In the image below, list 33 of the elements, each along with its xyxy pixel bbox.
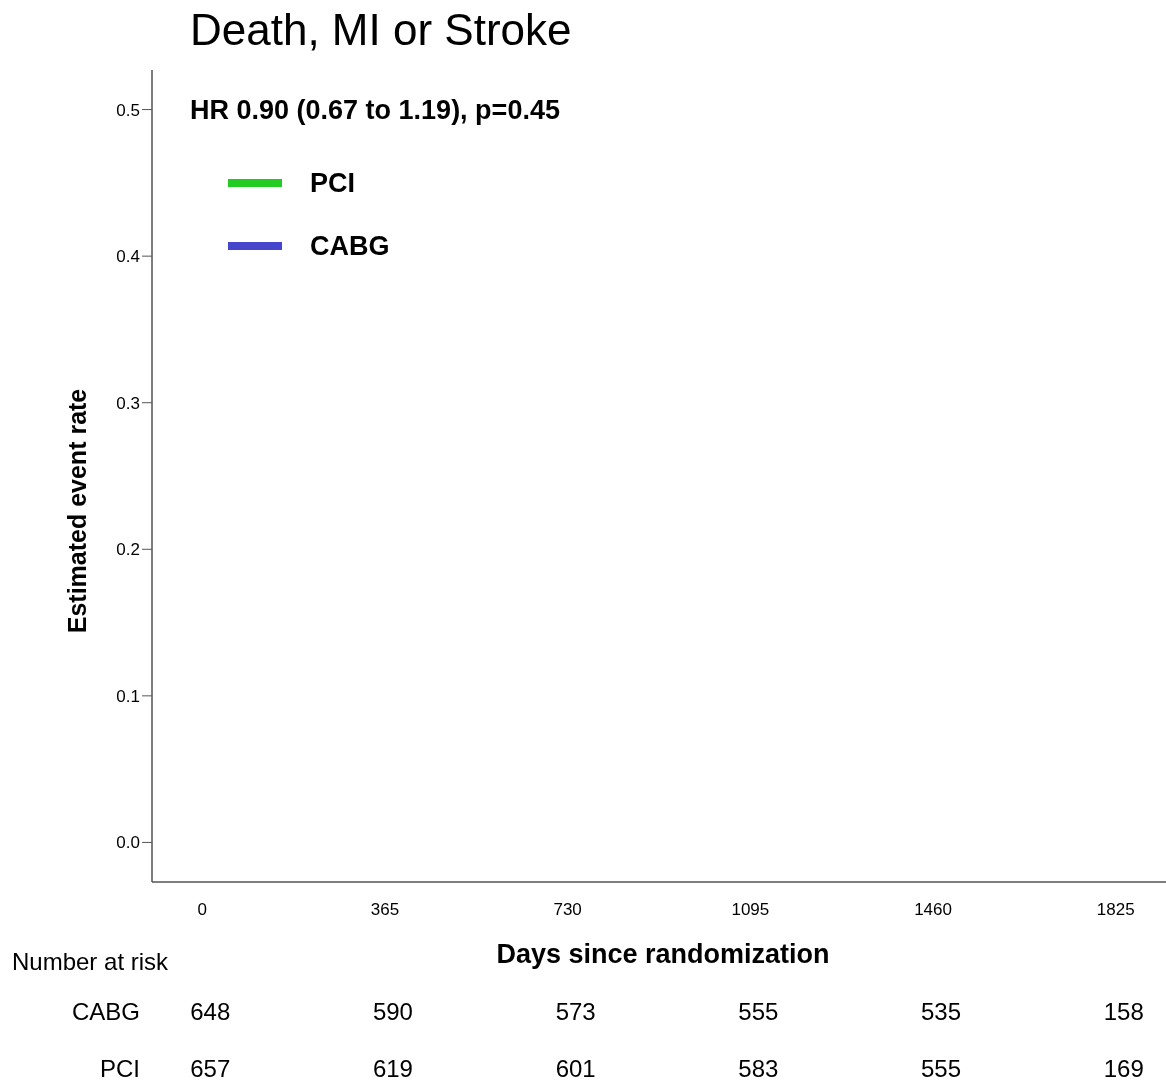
x-tick-label: 1825 (1096, 900, 1135, 919)
text: 648 (190, 998, 231, 1025)
y-tick-label: 0.0 (116, 833, 140, 853)
text: PCI (99, 1055, 140, 1080)
y-tick-label: 0.3 (116, 393, 140, 413)
x-tick-label: 1460 (914, 900, 952, 919)
chart-title: Death, MI or Stroke (190, 5, 572, 54)
text: 535 (921, 998, 962, 1025)
x-tick-label: 1095 (731, 900, 770, 919)
text: CABG (71, 998, 140, 1025)
x-axis-title: Days since randomization (496, 939, 830, 969)
y-tick-label: 0.4 (116, 247, 140, 267)
text: 573 (555, 998, 596, 1025)
x-tick-label: 0 (197, 900, 207, 919)
text: 601 (555, 1055, 596, 1080)
x-tick-label: 730 (553, 900, 582, 919)
text: 657 (190, 1055, 231, 1080)
text: 555 (738, 998, 779, 1025)
legend-label: PCI (310, 168, 356, 199)
y-axis-title: Estimated event rate (63, 388, 91, 634)
text: Number at risk (12, 948, 170, 975)
x-tick-label: 365 (370, 900, 400, 919)
text: 158 (1103, 998, 1144, 1025)
text: 583 (738, 1055, 779, 1080)
text: 619 (372, 1055, 413, 1080)
text: 169 (1103, 1055, 1144, 1080)
text: 590 (372, 998, 413, 1025)
annotation: HR 0.90 (0.67 to 1.19), p=0.45 (190, 95, 560, 125)
legend-label: CABG (310, 231, 390, 262)
text: 555 (921, 1055, 962, 1080)
y-tick-label: 0.2 (116, 540, 140, 560)
y-tick-label: 0.5 (116, 100, 140, 120)
y-tick-label: 0.1 (116, 686, 140, 706)
